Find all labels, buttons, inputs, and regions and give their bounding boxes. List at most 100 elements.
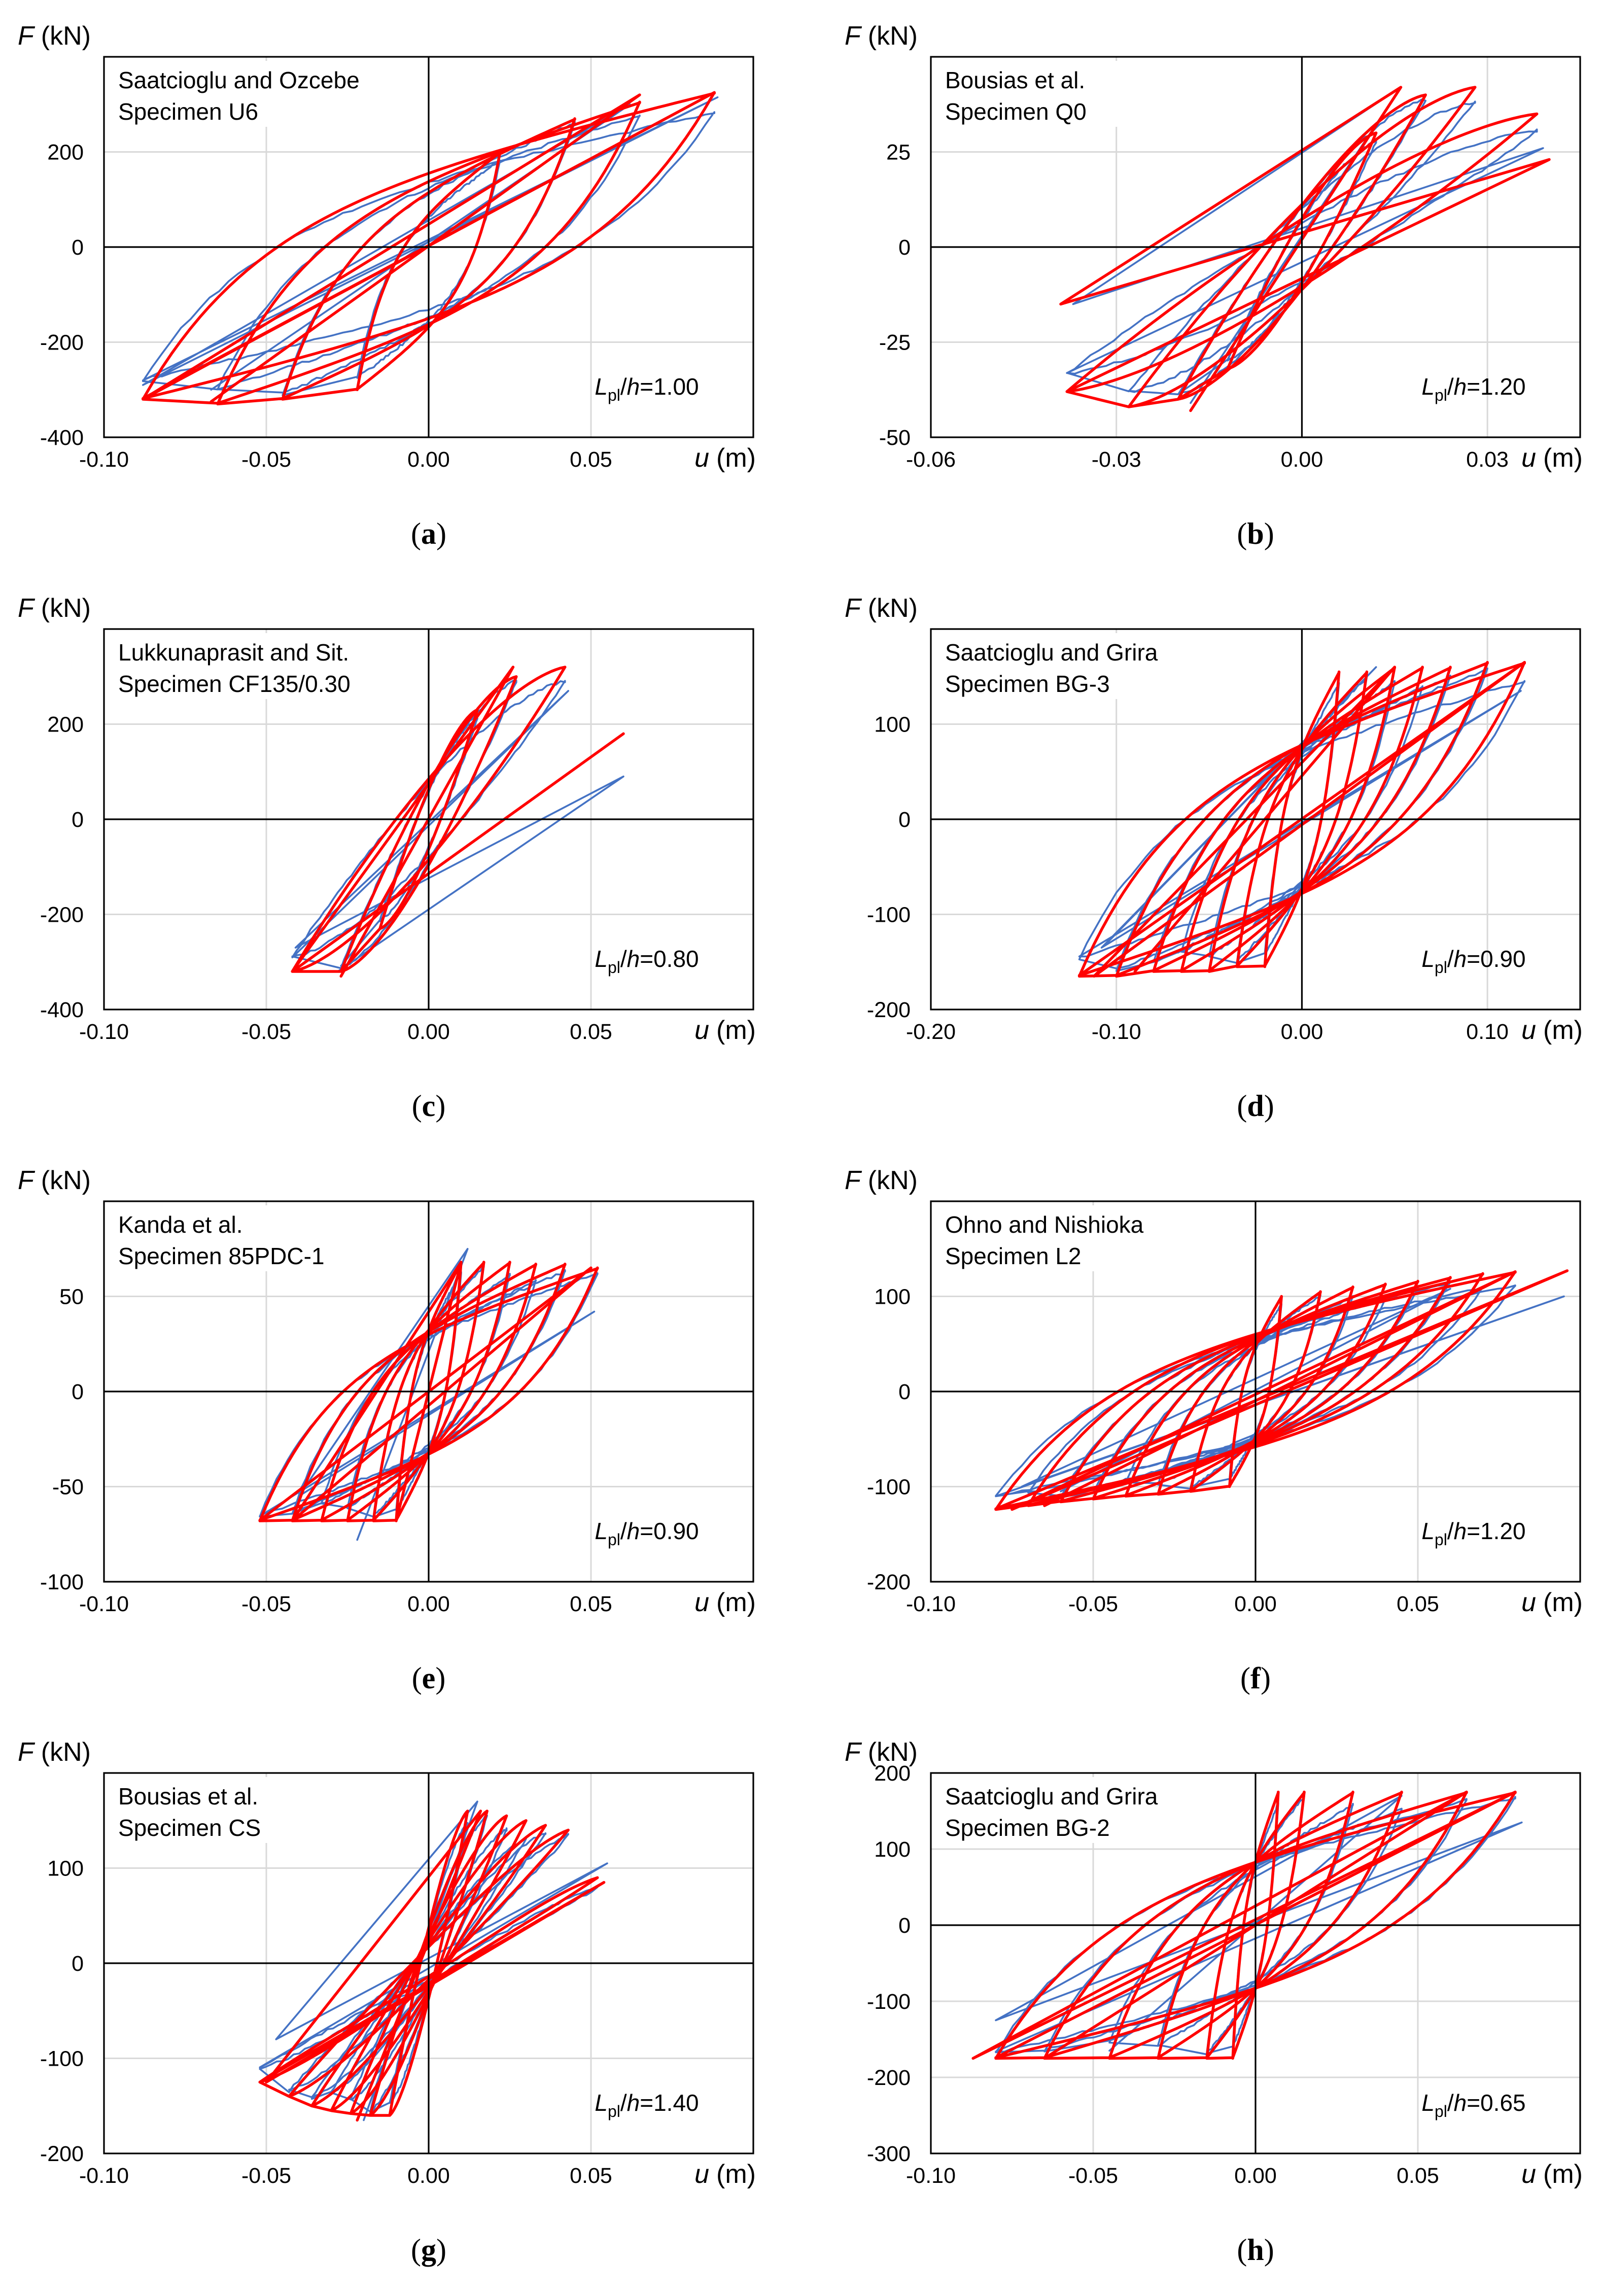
- subfigure-paren-close: ): [436, 517, 446, 550]
- y-tick-label: -200: [40, 903, 84, 927]
- x-tick-label: -0.06: [906, 447, 956, 472]
- x-tick-label: 0.05: [570, 447, 612, 472]
- panel-h: -0.10 -0.05 0.00 0.05 -300 -200 -100 0 100 200 Saa…: [845, 1737, 1583, 2267]
- subfigure-label: (c): [412, 1089, 446, 1123]
- plot-frame: [930, 628, 1581, 1011]
- y-tick-label: -100: [40, 2047, 84, 2071]
- ratio-value: =0.90: [1467, 946, 1525, 972]
- ratio-slash: /: [620, 373, 627, 400]
- plot-frame: [103, 56, 754, 438]
- annotation-line: Specimen BG-3: [945, 671, 1110, 697]
- x-tick-label: -0.20: [906, 1020, 956, 1044]
- ratio-slash: /: [620, 1518, 627, 1544]
- panel-a: -0.10 -0.05 0.00 0.05 -400 -200 0 200 Saatcioglu…: [18, 21, 756, 550]
- ratio-h: h: [627, 2090, 640, 2116]
- x-axis-unit: (m): [716, 443, 756, 473]
- ratio-h: h: [627, 373, 640, 400]
- specimen-annotation: Saatcioglu and Grira Specimen BG-2: [935, 1777, 1219, 1843]
- x-axis-symbol: u: [694, 2160, 709, 2189]
- panel-d: -0.20 -0.10 0.00 0.10 -200 -100 0 100 Saatcioglu…: [845, 594, 1583, 1123]
- y-axis-unit: (kN): [41, 1166, 91, 1195]
- panel-c: -0.10 -0.05 0.00 0.05 -400 -200 0 200 Lukkunapra…: [18, 594, 756, 1123]
- x-tick-label: -0.10: [79, 1592, 129, 1616]
- annotation-line: Saatcioglu and Grira: [945, 639, 1158, 666]
- y-axis-label: F (kN): [845, 1166, 918, 1195]
- ratio-slash: /: [620, 2090, 627, 2116]
- y-tick-label: -200: [40, 2142, 84, 2166]
- y-tick-label: -100: [867, 1475, 911, 1500]
- x-tick-label: 0.03: [1466, 447, 1509, 472]
- x-axis-label: u (m): [694, 1016, 756, 1045]
- ratio-symbol: L: [595, 2090, 608, 2116]
- y-tick-label: 0: [898, 235, 911, 260]
- ratio-subscript: pl: [608, 958, 620, 977]
- y-axis-unit: (kN): [868, 1166, 918, 1195]
- annotation-line: Specimen L2: [945, 1243, 1082, 1269]
- y-axis-label: F (kN): [18, 594, 91, 623]
- y-tick-label: 200: [47, 713, 84, 737]
- y-tick-label: 200: [874, 1761, 911, 1786]
- x-tick-label: -0.05: [1068, 2164, 1118, 2188]
- y-tick-label: -25: [879, 331, 911, 355]
- annotation-background: [108, 633, 392, 699]
- ratio-h: h: [627, 946, 640, 972]
- plot-frame: [930, 56, 1581, 438]
- x-tick-label: 0.00: [1281, 1020, 1323, 1044]
- ratio-h: h: [1454, 2090, 1467, 2116]
- y-tick-label: -200: [867, 2066, 911, 2090]
- y-tick-label: -100: [867, 1990, 911, 2014]
- subfigure-label: (b): [1237, 517, 1274, 550]
- x-tick-label: 0.00: [407, 447, 450, 472]
- specimen-annotation: Bousias et al. Specimen CS: [108, 1777, 392, 1843]
- experimental-curve: [1066, 86, 1544, 404]
- y-axis-symbol: F: [845, 21, 862, 51]
- subfigure-letter: f: [1250, 1661, 1261, 1695]
- subfigure-letter: b: [1247, 517, 1264, 550]
- subfigure-letter: g: [421, 2233, 436, 2267]
- numerical-curve: [994, 1269, 1569, 1511]
- ratio-h: h: [1454, 373, 1467, 400]
- ratio-symbol: L: [595, 373, 608, 400]
- y-tick-label: 100: [874, 1285, 911, 1309]
- subfigure-label: (d): [1237, 1089, 1274, 1123]
- numerical-curve: [258, 1261, 599, 1522]
- subfigure-letter: e: [422, 1661, 436, 1695]
- x-axis-unit: (m): [716, 1588, 756, 1617]
- subfigure-paren-close: ): [1264, 517, 1274, 550]
- annotation-background: [935, 633, 1219, 699]
- ratio-subscript: pl: [1435, 386, 1447, 404]
- y-axis-symbol: F: [845, 1166, 862, 1195]
- y-tick-label: 100: [874, 713, 911, 737]
- subfigure-paren-close: ): [436, 2233, 446, 2267]
- x-tick-label: -0.10: [79, 1020, 129, 1044]
- x-tick-label: 0.05: [570, 2164, 612, 2188]
- y-tick-label: -300: [867, 2142, 911, 2166]
- y-tick-label: 200: [47, 141, 84, 165]
- annotation-line: Saatcioglu and Grira: [945, 1783, 1158, 1810]
- y-axis-label: F (kN): [18, 1737, 91, 1767]
- x-tick-label: 0.05: [1397, 2164, 1439, 2188]
- x-axis-symbol: u: [1521, 2160, 1536, 2189]
- ratio-h: h: [1454, 946, 1467, 972]
- x-axis-symbol: u: [694, 1588, 709, 1617]
- subfigure-paren-open: (: [412, 1661, 422, 1695]
- panel-g: -0.10 -0.05 0.00 0.05 -200 -100 0 100 Bousias et…: [18, 1737, 756, 2267]
- annotation-line: Saatcioglu and Ozcebe: [118, 67, 360, 93]
- x-axis-unit: (m): [1543, 1016, 1583, 1045]
- subfigure-letter: c: [422, 1089, 436, 1123]
- subfigure-paren-close: ): [435, 1089, 445, 1123]
- y-axis-label: F (kN): [845, 594, 918, 623]
- ratio-slash: /: [1447, 2090, 1454, 2116]
- plastic-length-ratio: Lpl/h=0.90: [1421, 946, 1525, 977]
- x-tick-label: -0.10: [906, 1592, 956, 1616]
- y-axis-symbol: F: [18, 1737, 36, 1767]
- annotation-line: Specimen CS: [118, 1815, 261, 1841]
- x-tick-label: -0.05: [241, 447, 291, 472]
- y-tick-label: 100: [47, 1857, 84, 1881]
- plastic-length-ratio: Lpl/h=0.80: [595, 946, 699, 977]
- plastic-length-ratio: Lpl/h=1.00: [595, 373, 699, 404]
- x-tick-label: 0.00: [1234, 1592, 1277, 1616]
- x-axis-label: u (m): [694, 2160, 756, 2189]
- subfigure-paren-close: ): [1264, 1089, 1274, 1123]
- plastic-length-ratio: Lpl/h=1.20: [1421, 373, 1525, 404]
